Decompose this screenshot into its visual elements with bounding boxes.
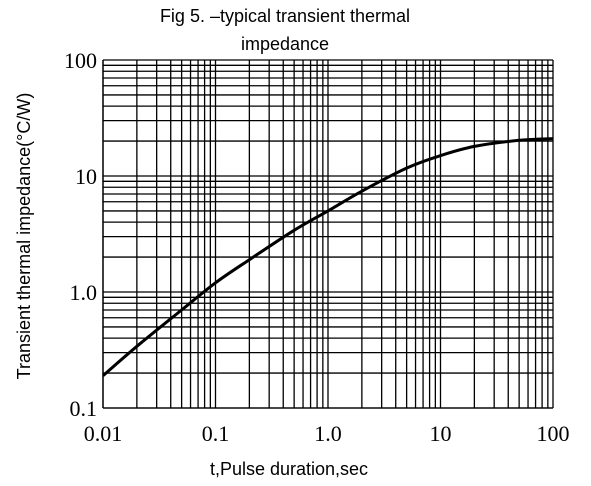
y-tick-labels: 0.1 1.0 10 100 xyxy=(64,48,97,421)
x-tick-label: 1.0 xyxy=(314,421,342,446)
y-tick-label: 0.1 xyxy=(70,396,98,421)
chart-title-line-1: Fig 5. –typical transient thermal xyxy=(160,6,410,26)
x-axis-label: t,Pulse duration,sec xyxy=(210,459,368,479)
y-tick-label: 1.0 xyxy=(70,280,98,305)
x-tick-label: 0.1 xyxy=(202,421,230,446)
x-tick-label: 100 xyxy=(537,421,570,446)
x-tick-label: 0.01 xyxy=(84,421,123,446)
y-axis-label: Transient thermal impedance(°C/W) xyxy=(14,93,34,380)
chart-title-line-2: impedance xyxy=(241,34,329,54)
y-tick-label: 10 xyxy=(75,164,97,189)
series-line xyxy=(102,137,554,377)
series-layer xyxy=(102,137,554,377)
grid xyxy=(102,59,554,409)
y-tick-label: 100 xyxy=(64,48,97,73)
x-tick-label: 10 xyxy=(430,421,452,446)
x-tick-labels: 0.01 0.1 1.0 10 100 xyxy=(84,421,570,446)
